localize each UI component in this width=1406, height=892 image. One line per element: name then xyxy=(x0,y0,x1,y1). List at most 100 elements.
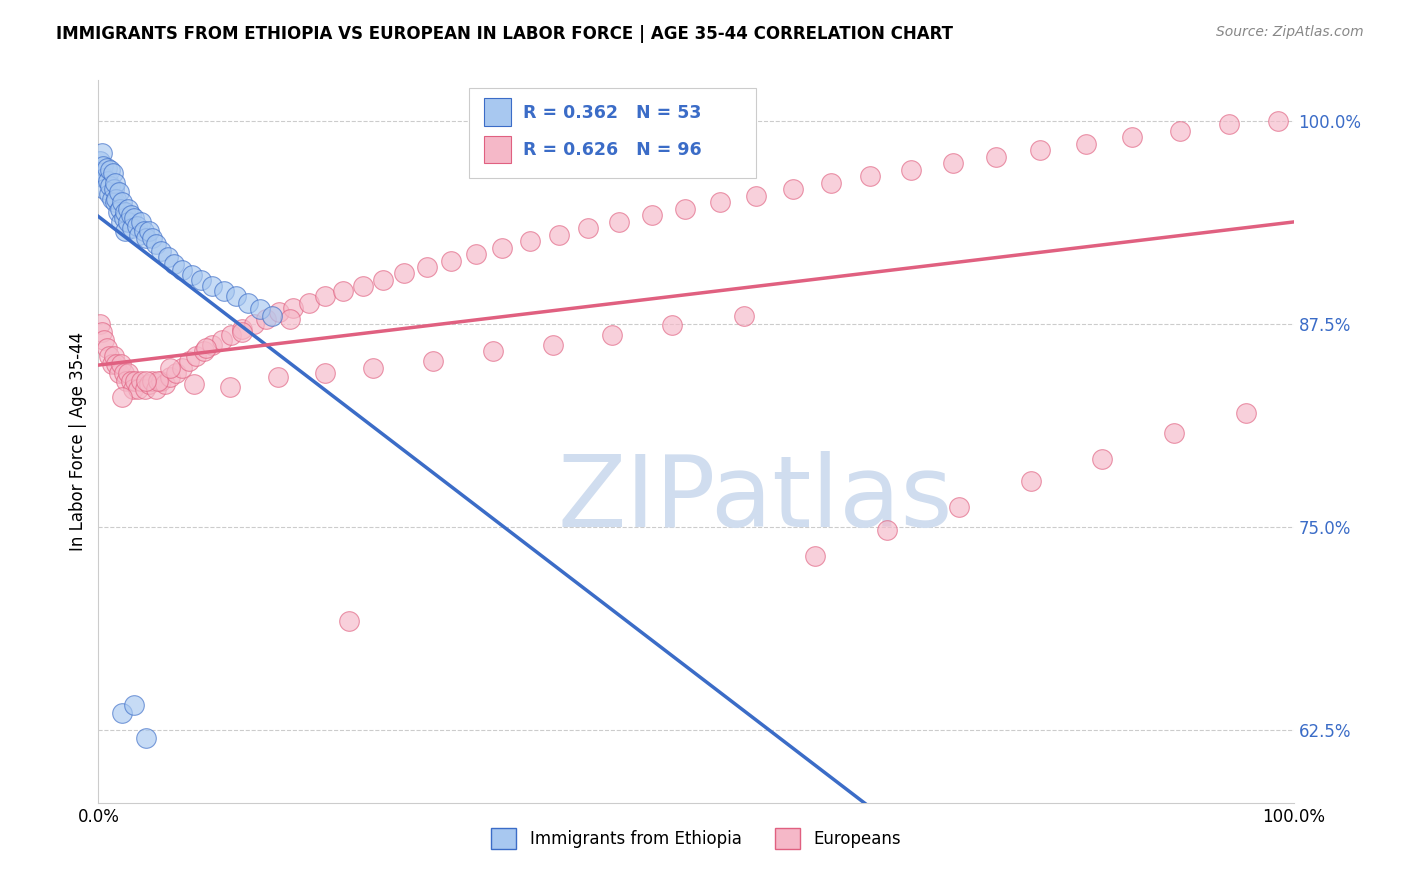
Point xyxy=(190,273,212,287)
Point xyxy=(107,186,129,200)
Point xyxy=(236,295,259,310)
Point xyxy=(661,318,683,333)
Point xyxy=(201,279,224,293)
Point xyxy=(243,317,266,331)
Point xyxy=(103,349,125,363)
Legend: Immigrants from Ethiopia, Europeans: Immigrants from Ethiopia, Europeans xyxy=(491,829,901,848)
Point xyxy=(283,301,305,315)
Point xyxy=(111,706,134,721)
Point xyxy=(120,374,142,388)
Point xyxy=(249,302,271,317)
Point xyxy=(942,156,965,170)
Point xyxy=(219,380,242,394)
Point xyxy=(131,214,153,228)
Point xyxy=(107,204,129,219)
Text: IMMIGRANTS FROM ETHIOPIA VS EUROPEAN IN LABOR FORCE | AGE 35-44 CORRELATION CHAR: IMMIGRANTS FROM ETHIOPIA VS EUROPEAN IN … xyxy=(56,25,953,43)
Point xyxy=(131,374,153,388)
Point xyxy=(98,349,121,363)
Point xyxy=(104,176,127,190)
Point xyxy=(138,376,160,391)
Point xyxy=(107,366,129,380)
Point xyxy=(117,214,139,228)
Y-axis label: In Labor Force | Age 35-44: In Labor Force | Age 35-44 xyxy=(69,332,87,551)
Point xyxy=(93,170,115,185)
Point xyxy=(128,227,150,242)
Point xyxy=(115,374,138,388)
Point xyxy=(363,360,385,375)
Point xyxy=(352,279,374,293)
Point xyxy=(155,376,177,391)
Point xyxy=(641,208,664,222)
Point xyxy=(112,211,135,226)
Point xyxy=(422,354,444,368)
Point xyxy=(138,224,160,238)
Point xyxy=(135,374,157,388)
Point xyxy=(225,289,247,303)
Point xyxy=(298,295,321,310)
Point xyxy=(195,341,218,355)
Point xyxy=(105,358,128,372)
Point xyxy=(211,333,233,347)
Point xyxy=(124,698,146,713)
Point xyxy=(193,344,215,359)
Point xyxy=(609,214,631,228)
Point xyxy=(134,382,156,396)
Point xyxy=(201,338,224,352)
Point xyxy=(1029,143,1052,157)
FancyBboxPatch shape xyxy=(485,98,510,126)
Text: Source: ZipAtlas.com: Source: ZipAtlas.com xyxy=(1216,25,1364,39)
Point xyxy=(89,154,111,169)
Point xyxy=(804,549,827,563)
Text: R = 0.362   N = 53: R = 0.362 N = 53 xyxy=(523,103,702,122)
Point xyxy=(1163,425,1185,440)
Point xyxy=(782,182,804,196)
Point xyxy=(180,268,202,282)
Point xyxy=(148,374,170,388)
Point xyxy=(125,219,148,234)
Point xyxy=(673,202,696,216)
Point xyxy=(416,260,439,274)
Point xyxy=(100,358,122,372)
Point xyxy=(165,366,187,380)
Point xyxy=(93,182,115,196)
Point xyxy=(122,382,145,396)
Point xyxy=(186,349,208,363)
Point xyxy=(1218,117,1240,131)
Point xyxy=(114,224,136,238)
Point xyxy=(876,523,898,537)
Point xyxy=(120,208,142,222)
Point xyxy=(132,224,155,238)
Point xyxy=(519,234,541,248)
Point xyxy=(440,253,463,268)
Point xyxy=(578,221,600,235)
Point xyxy=(394,267,416,281)
Point xyxy=(141,231,163,245)
Point xyxy=(315,366,337,380)
FancyBboxPatch shape xyxy=(485,136,510,163)
Point xyxy=(1234,406,1257,420)
Point xyxy=(110,358,132,372)
Point xyxy=(98,186,121,201)
Point xyxy=(114,204,136,219)
Point xyxy=(465,247,488,261)
Point xyxy=(90,166,112,180)
Point xyxy=(111,390,134,404)
Point xyxy=(91,159,114,173)
Point xyxy=(541,338,564,352)
Point xyxy=(254,312,277,326)
Point xyxy=(948,500,970,515)
Point xyxy=(91,325,114,339)
Point xyxy=(89,317,111,331)
Point xyxy=(332,285,354,299)
Point xyxy=(159,360,181,375)
Point xyxy=(96,161,118,175)
Point xyxy=(179,354,201,368)
Point xyxy=(163,257,186,271)
Point xyxy=(1091,451,1114,466)
Point xyxy=(547,227,569,242)
Point xyxy=(105,192,128,206)
Point xyxy=(112,366,135,380)
Point xyxy=(1074,136,1097,151)
Point xyxy=(1121,130,1143,145)
Point xyxy=(1019,475,1042,489)
